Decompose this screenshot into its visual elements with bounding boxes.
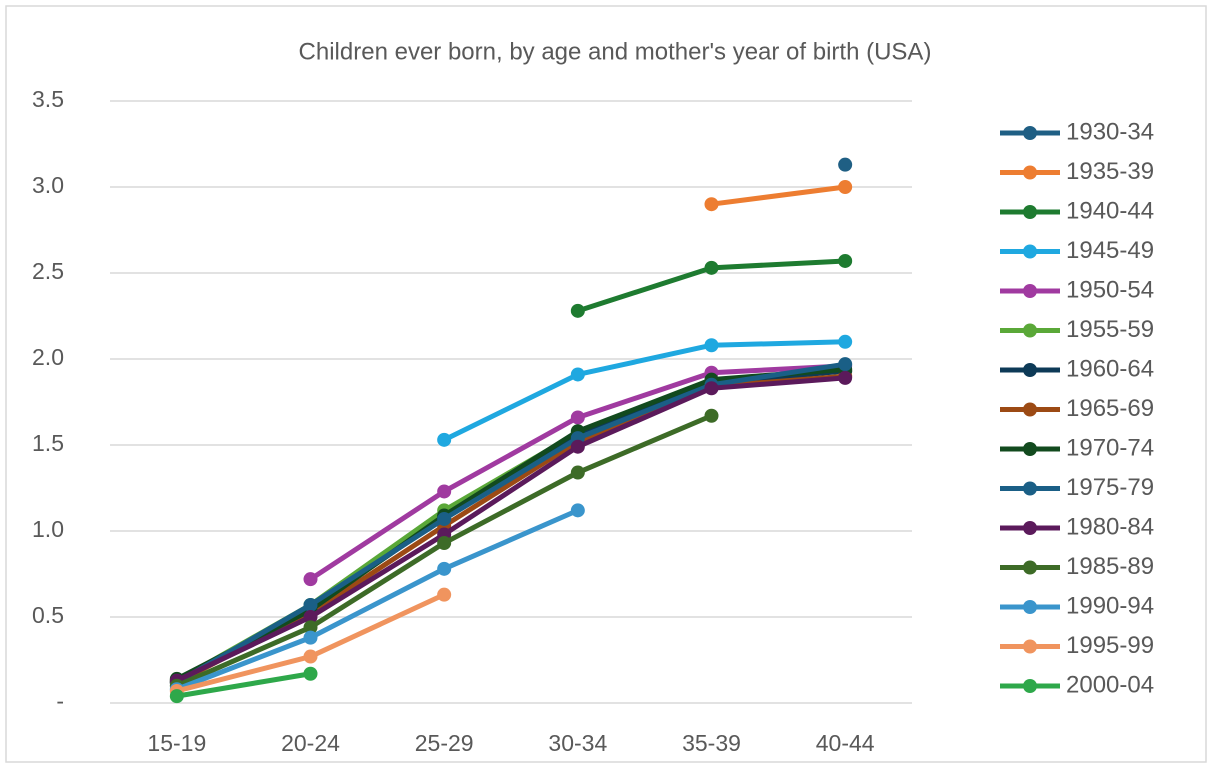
chart-title: Children ever born, by age and mother's … <box>299 38 932 65</box>
legend-label: 1965-69 <box>1066 395 1154 422</box>
point <box>303 620 318 635</box>
point <box>838 334 853 349</box>
legend-label: 1960-64 <box>1066 355 1154 382</box>
legend-marker <box>1023 284 1037 298</box>
legend-label: 1930-34 <box>1066 118 1154 145</box>
legend-label: 1980-84 <box>1066 513 1154 540</box>
legend-marker <box>1023 165 1037 180</box>
point <box>838 180 853 194</box>
y-tick-label: 0.5 <box>32 602 64 628</box>
y-tick-label: - <box>56 688 64 714</box>
point <box>437 587 452 602</box>
legend-marker <box>1023 679 1037 693</box>
legend-label: 1990-94 <box>1066 592 1154 619</box>
y-tick-label: 2.5 <box>32 258 64 284</box>
point <box>704 338 719 353</box>
legend-label: 2000-04 <box>1066 671 1154 698</box>
x-tick-label: 20-24 <box>281 730 340 756</box>
point <box>437 561 452 576</box>
legend-marker <box>1023 323 1037 338</box>
legend-marker <box>1023 205 1037 219</box>
point <box>838 357 853 372</box>
x-tick-label: 35-39 <box>682 730 741 756</box>
series-line <box>175 508 579 692</box>
x-tick-label: 40-44 <box>816 730 875 756</box>
legend-label: 1935-39 <box>1066 158 1154 185</box>
legend-marker <box>1023 639 1037 654</box>
x-tick-label: 15-19 <box>147 730 206 756</box>
legend-marker <box>1023 402 1037 417</box>
y-tick-label: 2.0 <box>32 344 64 370</box>
point <box>303 666 318 681</box>
point <box>437 511 452 526</box>
point <box>570 465 585 480</box>
point <box>570 367 585 382</box>
point <box>570 439 585 454</box>
y-tick-label: 1.5 <box>32 430 64 456</box>
series-line <box>711 184 846 207</box>
legend-label: 1985-89 <box>1066 553 1154 580</box>
point <box>838 253 853 268</box>
point <box>838 370 853 385</box>
point <box>570 503 585 518</box>
legend-marker <box>1023 442 1037 456</box>
y-tick-label: 3.0 <box>32 172 64 198</box>
legend-marker <box>1023 560 1037 575</box>
point <box>704 197 719 212</box>
point <box>570 410 585 425</box>
series-line <box>175 375 846 683</box>
legend-label: 1945-49 <box>1066 237 1154 264</box>
x-tick-label: 30-34 <box>548 730 607 756</box>
point <box>169 689 184 704</box>
point <box>838 157 853 172</box>
point <box>303 572 318 587</box>
point <box>704 260 719 275</box>
point <box>437 536 452 551</box>
point <box>303 649 318 664</box>
point <box>704 381 719 396</box>
point <box>303 597 318 612</box>
legend-marker <box>1023 244 1037 259</box>
legend-label: 1995-99 <box>1066 632 1154 659</box>
legend-marker <box>1023 521 1037 535</box>
series-line <box>175 366 846 682</box>
series-line <box>443 339 846 443</box>
y-tick-label: 3.5 <box>32 86 64 112</box>
legend-marker <box>1023 126 1037 140</box>
point <box>437 432 452 447</box>
legend-label: 1955-59 <box>1066 316 1154 343</box>
legend-label: 1970-74 <box>1066 434 1154 461</box>
x-tick-label: 25-29 <box>415 730 474 756</box>
series-line <box>176 671 311 699</box>
legend-marker <box>1023 363 1037 377</box>
point <box>303 630 318 645</box>
legend-label: 1940-44 <box>1066 197 1154 224</box>
legend-marker <box>1023 481 1037 496</box>
legend-label: 1950-54 <box>1066 276 1154 303</box>
point <box>704 408 719 423</box>
point <box>570 303 585 318</box>
series-line <box>175 361 846 685</box>
y-tick-label: 1.0 <box>32 516 64 542</box>
legend-marker <box>1023 600 1037 614</box>
point <box>437 484 452 499</box>
point <box>303 610 318 624</box>
legend-label: 1975-79 <box>1066 474 1154 501</box>
